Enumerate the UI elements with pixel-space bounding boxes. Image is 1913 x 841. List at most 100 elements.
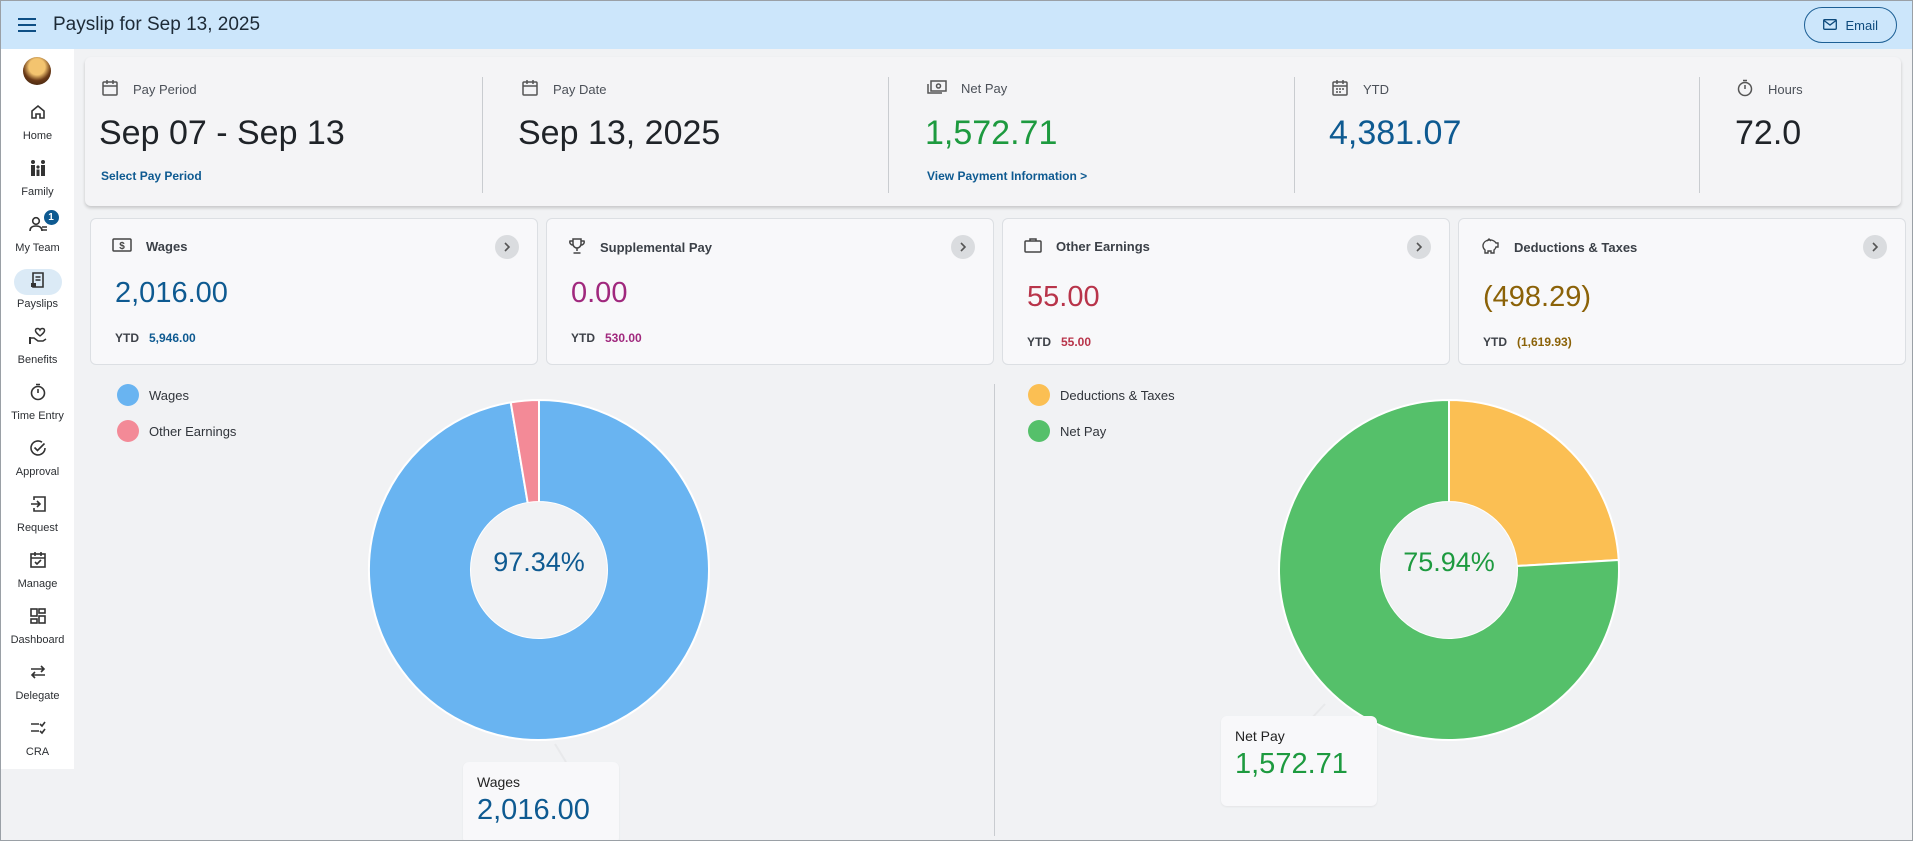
donut-hole bbox=[1381, 502, 1517, 638]
legend-item[interactable]: Wages bbox=[117, 384, 189, 406]
ytd-label: YTD bbox=[1483, 335, 1507, 349]
legend-item[interactable]: Deductions & Taxes bbox=[1028, 384, 1175, 406]
sidebar-item-label: Delegate bbox=[15, 690, 60, 702]
earnings-donut-chart bbox=[368, 398, 710, 741]
legend-label: Deductions & Taxes bbox=[1060, 387, 1175, 403]
chevron-right-icon[interactable] bbox=[951, 235, 975, 259]
team-icon bbox=[28, 215, 48, 238]
legend-swatch-deductions-taxes bbox=[1028, 384, 1050, 406]
ytd-label: YTD bbox=[571, 331, 595, 345]
sidebar-item-label: Home bbox=[22, 130, 53, 142]
wages-value: 2,016.00 bbox=[115, 277, 228, 309]
wages-card-title: Wages bbox=[146, 239, 188, 254]
sidebar-item-label: Manage bbox=[17, 578, 58, 590]
calendar-icon bbox=[101, 79, 119, 100]
ytd-label: YTD bbox=[1027, 335, 1051, 349]
net-pay-donut-chart bbox=[1278, 398, 1620, 741]
legend-item[interactable]: Other Earnings bbox=[117, 420, 236, 442]
select-pay-period-link[interactable]: Select Pay Period bbox=[101, 169, 202, 183]
sidebar-item-label: Benefits bbox=[17, 354, 58, 366]
legend-item[interactable]: Net Pay bbox=[1028, 420, 1106, 442]
svg-text:$: $ bbox=[119, 241, 125, 252]
legend-swatch-net-pay bbox=[1028, 420, 1050, 442]
payslip-summary-card: Pay Period Sep 07 - Sep 13 Select Pay Pe… bbox=[85, 57, 1901, 206]
legend-label: Other Earnings bbox=[149, 423, 237, 439]
top-app-bar: Payslip for Sep 13, 2025 Email bbox=[1, 1, 1912, 49]
notification-badge: 1 bbox=[43, 210, 59, 225]
other-earnings-ytd: YTD 55.00 bbox=[1027, 335, 1091, 349]
chart-tooltip: Net Pay 1,572.71 bbox=[1221, 716, 1377, 806]
sidebar-item-home[interactable]: Home bbox=[1, 101, 74, 153]
donut-center-label: 75.94% bbox=[1403, 547, 1495, 577]
supplemental-pay-card-title: Supplemental Pay bbox=[600, 240, 712, 255]
chevron-right-icon[interactable] bbox=[1863, 235, 1887, 259]
email-button-label: Email bbox=[1845, 17, 1878, 33]
ytd-label: YTD bbox=[115, 331, 139, 345]
sidebar-item-label: Payslips bbox=[17, 298, 58, 310]
ytd-value: 5,946.00 bbox=[149, 331, 196, 345]
chart-tooltip: Wages 2,016.00 bbox=[463, 762, 619, 841]
pay-date-label: Pay Date bbox=[553, 82, 607, 97]
sidebar-item-my-team[interactable]: 1 My Team bbox=[1, 210, 74, 265]
view-payment-information-link[interactable]: View Payment Information > bbox=[927, 169, 1088, 183]
chevron-right-icon[interactable] bbox=[495, 235, 519, 259]
payslip-icon bbox=[29, 271, 47, 294]
sidebar-item-dashboard[interactable]: Dashboard bbox=[1, 605, 74, 657]
supplemental-pay-value: 0.00 bbox=[571, 277, 628, 309]
money-icon bbox=[927, 79, 947, 98]
mail-icon bbox=[1823, 18, 1838, 33]
net-pay-label: Net Pay bbox=[961, 81, 1008, 96]
hours-label: Hours bbox=[1768, 82, 1803, 97]
sidebar-item-benefits[interactable]: Benefits bbox=[1, 325, 74, 377]
other-earnings-card[interactable]: Other Earnings 55.00 YTD 55.00 bbox=[1002, 218, 1450, 365]
legend-label: Net Pay bbox=[1060, 423, 1107, 439]
sidebar-item-cra[interactable]: CRA bbox=[1, 717, 74, 769]
pay-date-value: Sep 13, 2025 bbox=[518, 114, 721, 152]
sidebar-item-approval[interactable]: Approval bbox=[1, 437, 74, 489]
supplemental-pay-card[interactable]: Supplemental Pay 0.00 YTD 530.00 bbox=[546, 218, 994, 365]
ytd-value: 530.00 bbox=[605, 331, 642, 345]
sidebar-item-label: Dashboard bbox=[10, 634, 65, 646]
other-earnings-card-title: Other Earnings bbox=[1056, 239, 1150, 254]
login-arrow-icon bbox=[29, 495, 47, 518]
sidebar-item-delegate[interactable]: Delegate bbox=[1, 661, 74, 713]
deductions-taxes-card[interactable]: Deductions & Taxes (498.29) YTD (1,619.9… bbox=[1458, 218, 1906, 365]
ytd-value: (1,619.93) bbox=[1517, 335, 1572, 349]
avatar[interactable] bbox=[23, 57, 51, 85]
hamburger-menu-icon[interactable] bbox=[1, 1, 53, 49]
sidebar-item-label: CRA bbox=[25, 746, 50, 758]
supplemental-pay-ytd: YTD 530.00 bbox=[571, 331, 642, 345]
calendar-check-icon bbox=[29, 551, 47, 574]
legend-swatch-other-earnings bbox=[117, 420, 139, 442]
wages-card[interactable]: $ Wages 2,016.00 YTD 5,946.00 bbox=[90, 218, 538, 365]
checklist-icon bbox=[29, 719, 47, 742]
pay-date-section: Pay Date Sep 13, 2025 bbox=[483, 57, 889, 206]
benefits-icon bbox=[28, 327, 48, 350]
dollar-bill-icon: $ bbox=[112, 237, 132, 256]
pay-period-value: Sep 07 - Sep 13 bbox=[99, 114, 345, 152]
trophy-icon bbox=[568, 237, 586, 258]
calendar-icon bbox=[1331, 79, 1349, 100]
chevron-right-icon[interactable] bbox=[1407, 235, 1431, 259]
sidebar-item-label: My Team bbox=[15, 242, 60, 254]
email-button[interactable]: Email bbox=[1804, 7, 1897, 43]
net-pay-value: 1,572.71 bbox=[925, 114, 1058, 152]
wages-ytd: YTD 5,946.00 bbox=[115, 331, 196, 345]
sidebar-item-request[interactable]: Request bbox=[1, 493, 74, 545]
tooltip-label: Wages bbox=[477, 774, 521, 790]
net-pay-section: Net Pay 1,572.71 View Payment Informatio… bbox=[889, 57, 1295, 206]
tooltip-label: Net Pay bbox=[1235, 728, 1285, 744]
sidebar-item-family[interactable]: Family bbox=[1, 157, 74, 209]
divider bbox=[482, 77, 483, 193]
sidebar-item-time-entry[interactable]: Time Entry bbox=[1, 381, 74, 433]
ytd-value: 4,381.07 bbox=[1329, 114, 1462, 152]
tooltip-value: 2,016.00 bbox=[477, 794, 590, 826]
pay-period-label: Pay Period bbox=[133, 82, 197, 97]
tooltip-pointer bbox=[554, 743, 567, 763]
sidebar-item-manage[interactable]: Manage bbox=[1, 549, 74, 601]
piggy-bank-icon bbox=[1480, 237, 1500, 258]
timer-icon bbox=[29, 383, 47, 406]
sidebar-item-label: Time Entry bbox=[11, 410, 64, 422]
sidebar-item-payslips[interactable]: Payslips bbox=[1, 269, 74, 321]
